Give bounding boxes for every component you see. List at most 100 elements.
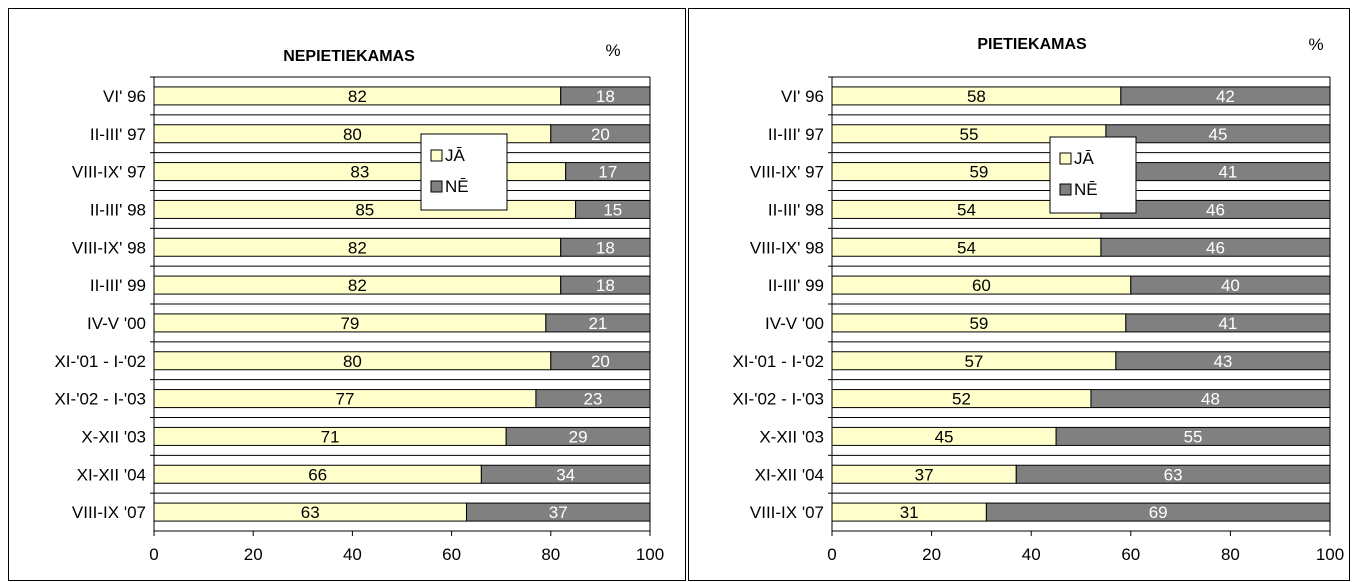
data-label-ja: 58 xyxy=(967,87,986,106)
bar-ne xyxy=(575,199,651,219)
category-label: X-XII '03 xyxy=(759,427,824,446)
category-label: VIII-IX' 97 xyxy=(750,163,824,182)
data-label-ja: 71 xyxy=(321,427,340,446)
data-label-ja: 85 xyxy=(355,200,374,219)
category-label: VIII-IX' 97 xyxy=(72,163,146,182)
data-label-ne: 18 xyxy=(596,87,615,106)
category-label: XI-'02 - I-'03 xyxy=(54,390,146,409)
bar-ne xyxy=(560,86,651,106)
x-tick-label: 80 xyxy=(1221,545,1240,564)
x-tick-label: 0 xyxy=(827,545,836,564)
bar-ne xyxy=(550,124,651,144)
data-label-ja: 77 xyxy=(335,390,354,409)
bar-ne xyxy=(550,351,651,371)
data-label-ja: 82 xyxy=(348,87,367,106)
x-tick-label: 20 xyxy=(244,545,263,564)
legend-box xyxy=(420,133,508,211)
data-label-ja: 59 xyxy=(969,163,988,182)
category-label: VIII-IX' 98 xyxy=(750,238,824,257)
x-tick-label: 60 xyxy=(442,545,461,564)
data-label-ne: 42 xyxy=(1216,87,1235,106)
category-label: II-III' 98 xyxy=(768,200,824,219)
category-label: XI-XII '04 xyxy=(755,465,824,484)
legend-swatch-ne xyxy=(430,180,443,193)
bar-ne xyxy=(535,389,651,409)
legend-swatch-ja xyxy=(430,149,443,162)
category-label: II-III' 97 xyxy=(768,125,824,144)
data-label-ne: 20 xyxy=(591,125,610,144)
data-label-ne: 69 xyxy=(1149,503,1168,522)
bar-ne xyxy=(985,502,1331,522)
unit-label: % xyxy=(605,41,620,60)
category-label: XI-'02 - I-'03 xyxy=(732,390,824,409)
category-label: XI-'01 - I-'02 xyxy=(732,352,824,371)
data-label-ja: 80 xyxy=(343,352,362,371)
bar-ne xyxy=(560,275,651,295)
bar-ne xyxy=(465,502,651,522)
bar-ne xyxy=(565,162,651,182)
data-label-ja: 45 xyxy=(935,427,954,446)
unit-label: % xyxy=(1308,35,1323,54)
category-label: VI' 96 xyxy=(103,87,146,106)
data-label-ne: 23 xyxy=(583,390,602,409)
bar-ne xyxy=(1120,86,1331,106)
bar-ne xyxy=(1105,124,1331,144)
bar-ne xyxy=(1125,313,1331,333)
data-label-ne: 15 xyxy=(603,200,622,219)
data-label-ja: 63 xyxy=(301,503,320,522)
category-label: VI' 96 xyxy=(781,87,824,106)
legend-label-ne: NĒ xyxy=(1074,180,1098,199)
data-label-ja: 55 xyxy=(959,125,978,144)
category-label: II-III' 99 xyxy=(768,276,824,295)
legend-label-ja: JĀ xyxy=(1074,149,1095,168)
data-label-ne: 20 xyxy=(591,352,610,371)
data-label-ne: 18 xyxy=(596,276,615,295)
category-label: II-III' 99 xyxy=(90,276,146,295)
data-label-ja: 66 xyxy=(308,465,327,484)
category-label: XI-XII '04 xyxy=(77,465,146,484)
data-label-ne: 63 xyxy=(1164,465,1183,484)
data-label-ne: 41 xyxy=(1218,163,1237,182)
data-label-ne: 55 xyxy=(1184,427,1203,446)
bar-ne xyxy=(545,313,651,333)
legend-swatch-ne xyxy=(1059,183,1072,196)
data-label-ne: 37 xyxy=(549,503,568,522)
data-label-ja: 82 xyxy=(348,276,367,295)
category-label: IV-V '00 xyxy=(87,314,146,333)
bar-ne xyxy=(560,237,651,257)
x-tick-label: 100 xyxy=(1316,545,1344,564)
data-label-ja: 59 xyxy=(969,314,988,333)
data-label-ne: 29 xyxy=(569,427,588,446)
legend: JĀ NĒ xyxy=(1049,136,1137,214)
x-tick-label: 40 xyxy=(1022,545,1041,564)
data-label-ne: 40 xyxy=(1221,276,1240,295)
bar-ne xyxy=(480,464,651,484)
x-tick-label: 60 xyxy=(1121,545,1140,564)
category-label: IV-V '00 xyxy=(765,314,824,333)
legend: JĀ NĒ xyxy=(420,133,508,211)
data-label-ja: 83 xyxy=(350,163,369,182)
data-label-ja: 80 xyxy=(343,125,362,144)
x-tick-label: 0 xyxy=(149,545,158,564)
x-tick-label: 80 xyxy=(541,545,560,564)
legend-label-ne: NĒ xyxy=(445,177,469,196)
bar-ne xyxy=(505,426,651,446)
chart-title: NEPIETIEKAMAS xyxy=(283,48,415,65)
category-label: X-XII '03 xyxy=(81,427,146,446)
x-tick-label: 40 xyxy=(343,545,362,564)
bar-ne xyxy=(1015,464,1331,484)
data-label-ja: 54 xyxy=(957,238,976,257)
data-label-ne: 45 xyxy=(1208,125,1227,144)
legend-label-ja: JĀ xyxy=(445,146,466,165)
bar-ne xyxy=(1115,351,1331,371)
x-tick-label: 20 xyxy=(922,545,941,564)
data-label-ne: 43 xyxy=(1213,352,1232,371)
data-label-ne: 48 xyxy=(1201,390,1220,409)
category-label: VIII-IX '07 xyxy=(750,503,824,522)
chart-panel-nepietiekamas: NEPIETIEKAMAS% 82 18 VI' 96 80 20 II-III' 97 83… xyxy=(8,8,686,581)
bar-ne xyxy=(1130,275,1331,295)
chart-panel-pietiekamas: PIETIEKAMAS% 58 42 VI' 96 55 45 II-III' 97 59 41… xyxy=(688,8,1350,581)
data-label-ne: 18 xyxy=(596,238,615,257)
category-label: II-III' 98 xyxy=(90,200,146,219)
chart-svg-pietiekamas: PIETIEKAMAS % 58 42 VI' 96 55 45 II-III' 97 59 41… xyxy=(732,35,1344,564)
